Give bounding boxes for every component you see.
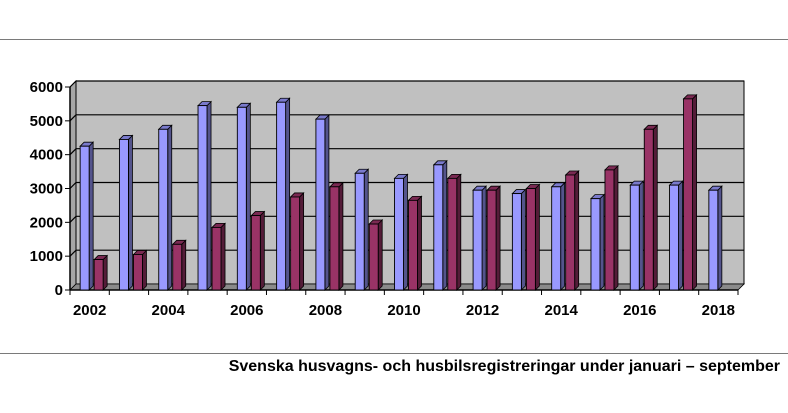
gridline-5000 [69, 114, 744, 122]
bar-2004-series-1 [157, 124, 173, 291]
x-tick-label-2018: 2018 [702, 302, 735, 319]
bar-2007-series-1 [275, 97, 291, 291]
chart-caption: Svenska husvagns- och husbilsregistrerin… [228, 358, 780, 375]
x-tick-label-2008: 2008 [309, 302, 342, 319]
bar-2016-series-2 [643, 124, 659, 291]
bar-2010-series-2 [407, 195, 423, 291]
bar-2017-series-2 [682, 93, 698, 291]
bar-2018-series-1 [707, 185, 723, 291]
bar-2011-series-1 [432, 159, 448, 291]
y-tick-label-1000: 1000 [30, 248, 63, 265]
bar-2010-series-1 [393, 173, 409, 291]
bar-2017-series-1 [668, 180, 684, 291]
bar-2007-series-2 [289, 191, 305, 291]
bar-2013-series-2 [525, 183, 541, 291]
y-tick-label-4000: 4000 [30, 147, 63, 164]
bar-2003-series-2 [132, 249, 148, 291]
bar-2012-series-1 [472, 185, 488, 291]
bar-2003-series-1 [118, 134, 134, 291]
bar-2009-series-1 [354, 168, 370, 291]
bar-2014-series-1 [550, 181, 566, 291]
gridline-4000 [69, 148, 744, 156]
bar-2016-series-1 [629, 180, 645, 291]
x-tick-label-2012: 2012 [466, 302, 499, 319]
bar-2005-series-1 [197, 100, 212, 291]
gridline-3000 [69, 181, 744, 189]
x-tick-label-2004: 2004 [152, 302, 186, 319]
gridline-6000 [69, 80, 744, 88]
y-tick-label-2000: 2000 [30, 214, 63, 231]
x-tick-label-2014: 2014 [544, 302, 578, 319]
bar-2015-series-1 [590, 193, 605, 291]
bar-2005-series-2 [211, 222, 226, 291]
bar-2006-series-1 [236, 102, 252, 291]
bar-2006-series-2 [250, 210, 266, 291]
bar-2004-series-2 [171, 239, 187, 291]
x-tick-label-2016: 2016 [623, 302, 656, 319]
bar-2011-series-2 [446, 173, 462, 291]
bar-2014-series-2 [564, 170, 580, 291]
bar-2008-series-2 [328, 181, 344, 291]
x-tick-label-2002: 2002 [73, 302, 106, 319]
bottom-divider [0, 353, 788, 354]
registrations-bar-chart: 0 1000 2000 3000 4000 5000 6000 2002 2004 2006 200… [30, 79, 745, 319]
y-tick-label-6000: 6000 [30, 79, 63, 96]
bar-2015-series-2 [604, 164, 619, 291]
bar-2002-series-1 [79, 141, 95, 291]
bar-2013-series-1 [511, 188, 527, 291]
bar-2002-series-2 [93, 254, 109, 291]
bar-2012-series-2 [486, 185, 502, 291]
x-tick-label-2006: 2006 [230, 302, 263, 319]
y-tick-label-5000: 5000 [30, 113, 63, 130]
bar-2009-series-2 [368, 219, 384, 291]
y-tick-label-0: 0 [55, 282, 63, 299]
y-tick-label-3000: 3000 [30, 181, 63, 198]
bar-2008-series-1 [314, 114, 330, 291]
x-tick-label-2010: 2010 [387, 302, 420, 319]
top-divider [0, 39, 788, 40]
